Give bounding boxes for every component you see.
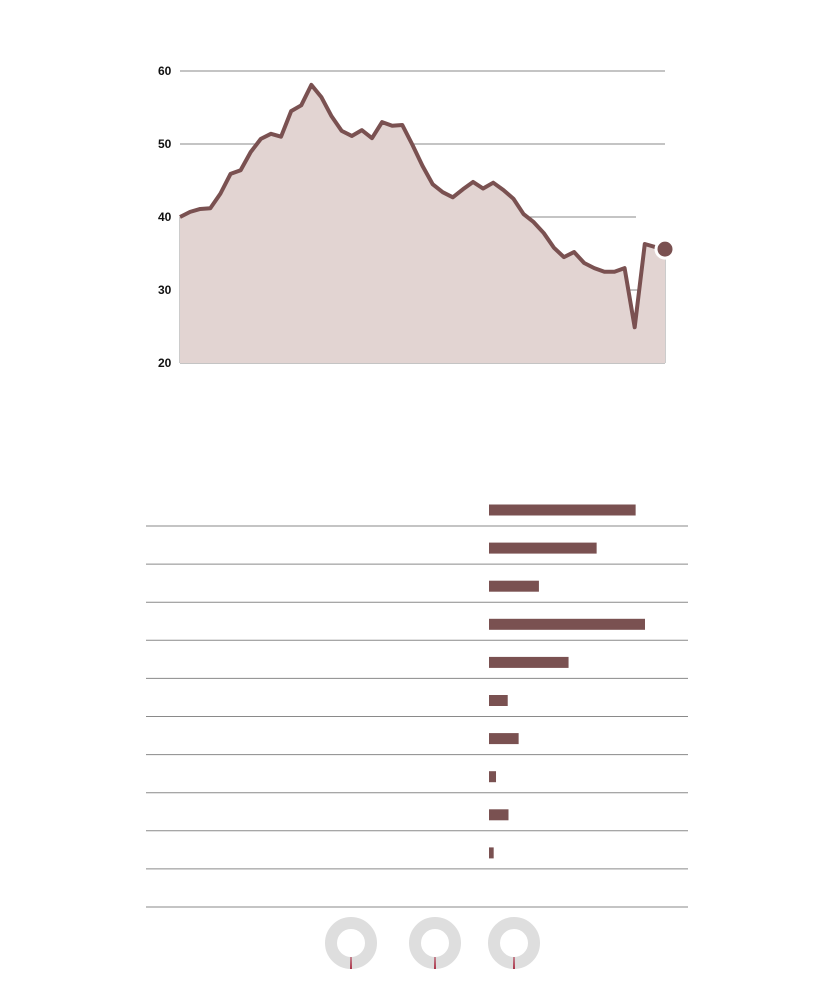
y-tick-label: 40 — [158, 210, 172, 224]
donut-value — [513, 956, 515, 970]
bar — [489, 542, 597, 554]
bar — [489, 656, 569, 668]
y-tick-label: 30 — [158, 283, 172, 297]
y-tick-label: 50 — [158, 137, 172, 151]
donut-track — [409, 917, 461, 969]
bar — [489, 733, 519, 745]
y-tick-label: 20 — [158, 356, 172, 370]
y-tick-label: 60 — [158, 64, 172, 78]
y-axis-ticks: 20 30 40 50 60 — [158, 64, 172, 370]
last-point-marker — [654, 238, 676, 260]
series-line — [179, 82, 666, 330]
bar — [489, 618, 645, 630]
bar — [489, 695, 508, 706]
area-fill — [180, 84, 665, 364]
bar — [489, 771, 497, 783]
donut-row — [325, 917, 540, 970]
donut-track — [325, 917, 377, 969]
bar-table — [146, 504, 688, 908]
donut-value — [350, 956, 352, 970]
donut-value — [434, 956, 436, 970]
bar — [489, 847, 494, 859]
bar — [489, 580, 539, 592]
bar — [489, 809, 509, 821]
bar — [489, 504, 636, 516]
